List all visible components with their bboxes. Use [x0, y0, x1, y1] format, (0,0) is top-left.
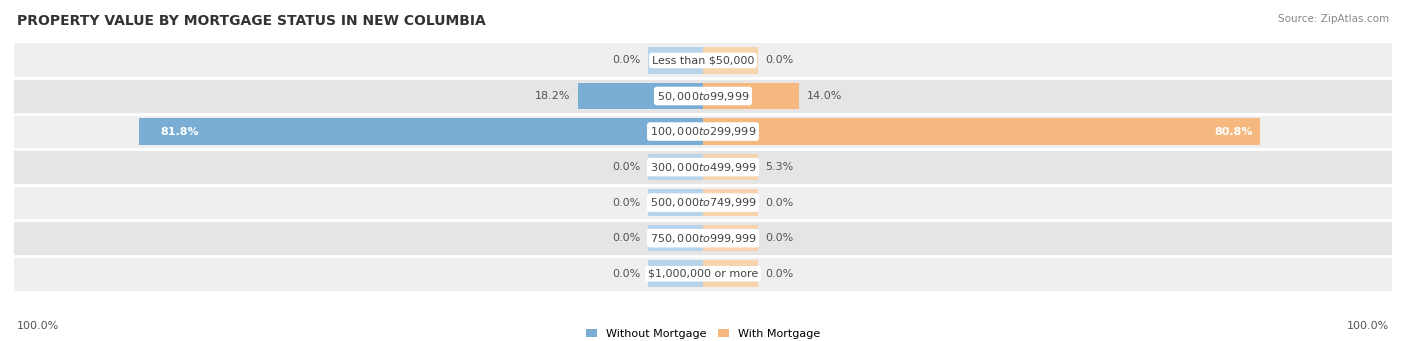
- Text: PROPERTY VALUE BY MORTGAGE STATUS IN NEW COLUMBIA: PROPERTY VALUE BY MORTGAGE STATUS IN NEW…: [17, 14, 485, 28]
- Bar: [703, 154, 758, 180]
- Text: 0.0%: 0.0%: [765, 56, 793, 65]
- Text: 0.0%: 0.0%: [613, 233, 641, 243]
- Bar: [648, 261, 703, 287]
- Bar: [648, 47, 703, 74]
- Bar: [703, 47, 758, 74]
- Text: 5.3%: 5.3%: [765, 162, 793, 172]
- Text: 18.2%: 18.2%: [536, 91, 571, 101]
- Text: $1,000,000 or more: $1,000,000 or more: [648, 269, 758, 279]
- Text: $500,000 to $749,999: $500,000 to $749,999: [650, 196, 756, 209]
- Bar: [648, 225, 703, 252]
- Text: 0.0%: 0.0%: [765, 269, 793, 279]
- Text: 81.8%: 81.8%: [160, 127, 198, 136]
- Text: $300,000 to $499,999: $300,000 to $499,999: [650, 161, 756, 174]
- Bar: [14, 185, 1392, 220]
- Text: 14.0%: 14.0%: [807, 91, 842, 101]
- Bar: [703, 83, 800, 109]
- Bar: [703, 189, 758, 216]
- Text: Source: ZipAtlas.com: Source: ZipAtlas.com: [1278, 14, 1389, 24]
- Text: 0.0%: 0.0%: [613, 162, 641, 172]
- Text: $750,000 to $999,999: $750,000 to $999,999: [650, 232, 756, 245]
- Bar: [14, 256, 1392, 292]
- Bar: [14, 78, 1392, 114]
- Bar: [139, 118, 703, 145]
- Text: 0.0%: 0.0%: [613, 56, 641, 65]
- Bar: [14, 114, 1392, 149]
- Text: 0.0%: 0.0%: [613, 269, 641, 279]
- Text: 100.0%: 100.0%: [17, 321, 59, 331]
- Text: 0.0%: 0.0%: [765, 198, 793, 208]
- Bar: [703, 261, 758, 287]
- Bar: [14, 149, 1392, 185]
- Bar: [648, 154, 703, 180]
- Text: $100,000 to $299,999: $100,000 to $299,999: [650, 125, 756, 138]
- Text: 0.0%: 0.0%: [765, 233, 793, 243]
- Bar: [703, 225, 758, 252]
- Text: $50,000 to $99,999: $50,000 to $99,999: [657, 89, 749, 103]
- Text: 80.8%: 80.8%: [1215, 127, 1253, 136]
- Text: Less than $50,000: Less than $50,000: [652, 56, 754, 65]
- Legend: Without Mortgage, With Mortgage: Without Mortgage, With Mortgage: [582, 324, 824, 341]
- Bar: [578, 83, 703, 109]
- Bar: [703, 118, 1260, 145]
- Bar: [14, 43, 1392, 78]
- Bar: [648, 189, 703, 216]
- Text: 0.0%: 0.0%: [613, 198, 641, 208]
- Text: 100.0%: 100.0%: [1347, 321, 1389, 331]
- Bar: [14, 220, 1392, 256]
